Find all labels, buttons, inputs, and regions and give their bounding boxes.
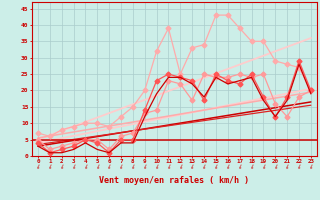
Text: ↓: ↓ xyxy=(35,164,41,171)
Text: ↓: ↓ xyxy=(165,164,172,171)
X-axis label: Vent moyen/en rafales ( km/h ): Vent moyen/en rafales ( km/h ) xyxy=(100,176,249,185)
Text: ↓: ↓ xyxy=(141,164,148,171)
Text: ↓: ↓ xyxy=(236,164,243,171)
Text: ↓: ↓ xyxy=(153,164,160,171)
Text: ↓: ↓ xyxy=(308,164,314,171)
Text: ↓: ↓ xyxy=(212,164,219,171)
Text: ↓: ↓ xyxy=(296,164,302,171)
Text: ↓: ↓ xyxy=(201,164,207,171)
Text: ↓: ↓ xyxy=(189,164,196,171)
Text: ↓: ↓ xyxy=(248,164,255,171)
Text: ↓: ↓ xyxy=(94,164,100,171)
Text: ↓: ↓ xyxy=(177,164,184,171)
Text: ↓: ↓ xyxy=(106,164,112,171)
Text: ↓: ↓ xyxy=(118,164,124,171)
Text: ↓: ↓ xyxy=(46,164,53,171)
Text: ↓: ↓ xyxy=(130,164,136,171)
Text: ↓: ↓ xyxy=(58,164,65,171)
Text: ↓: ↓ xyxy=(260,164,267,171)
Text: ↓: ↓ xyxy=(272,164,279,171)
Text: ↓: ↓ xyxy=(82,164,89,171)
Text: ↓: ↓ xyxy=(224,164,231,171)
Text: ↓: ↓ xyxy=(284,164,291,171)
Text: ↓: ↓ xyxy=(70,164,77,171)
